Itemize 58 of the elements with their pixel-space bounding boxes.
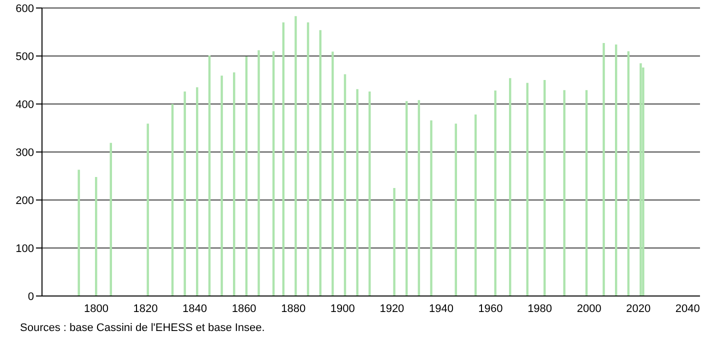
- bar: [640, 63, 642, 296]
- bar: [319, 30, 322, 296]
- y-tick-label: 300: [16, 146, 34, 159]
- bar: [585, 90, 588, 296]
- bar: [294, 16, 297, 296]
- bar: [245, 56, 248, 296]
- x-tick-label: 2020: [626, 302, 651, 315]
- bar: [282, 22, 284, 296]
- x-tick-label: 1980: [528, 302, 552, 315]
- bar: [526, 82, 528, 296]
- bar: [563, 90, 566, 296]
- bar: [627, 51, 630, 296]
- bar: [306, 22, 310, 296]
- bar: [232, 72, 236, 296]
- y-tick-label: 0: [28, 290, 34, 303]
- x-tick-label: 1840: [182, 302, 208, 315]
- x-tick-label: 1920: [380, 302, 404, 315]
- x-tick-label: 1820: [133, 302, 158, 315]
- bar: [454, 124, 458, 296]
- x-tick-label: 2040: [675, 302, 700, 315]
- bar: [94, 176, 98, 296]
- x-tick-label: 1960: [478, 302, 503, 315]
- source-note: Sources : base Cassini de l'EHESS et base Insee.: [20, 322, 265, 334]
- bar: [494, 90, 496, 296]
- bar: [208, 56, 211, 296]
- bar: [196, 87, 198, 296]
- bar: [344, 74, 346, 296]
- bar: [393, 188, 396, 296]
- x-tick-label: 1800: [84, 302, 108, 315]
- bar: [602, 43, 605, 296]
- bar: [356, 89, 358, 296]
- bar: [110, 142, 112, 296]
- bar: [78, 170, 80, 296]
- bar: [258, 50, 260, 296]
- bar: [146, 124, 149, 296]
- bar: [474, 114, 477, 296]
- y-tick-label: 100: [16, 242, 34, 255]
- x-tick-label: 2000: [576, 302, 602, 315]
- bar: [430, 120, 432, 296]
- bar: [332, 52, 334, 296]
- bar: [614, 44, 618, 296]
- x-tick-label: 1860: [232, 302, 256, 315]
- bar: [220, 76, 223, 296]
- y-tick-label: 500: [16, 50, 34, 63]
- x-tick-label: 1900: [330, 302, 355, 315]
- bar: [171, 104, 174, 296]
- y-tick-label: 200: [16, 194, 34, 207]
- bar: [544, 80, 546, 296]
- bar: [406, 101, 408, 296]
- y-tick-label: 400: [16, 98, 34, 111]
- y-tick-label: 600: [16, 2, 34, 15]
- bar: [272, 51, 275, 296]
- x-tick-label: 1880: [281, 302, 306, 315]
- bar: [184, 92, 186, 296]
- bar: [418, 100, 420, 296]
- bar: [509, 78, 512, 296]
- x-tick-label: 1940: [428, 302, 454, 315]
- bar: [368, 92, 371, 296]
